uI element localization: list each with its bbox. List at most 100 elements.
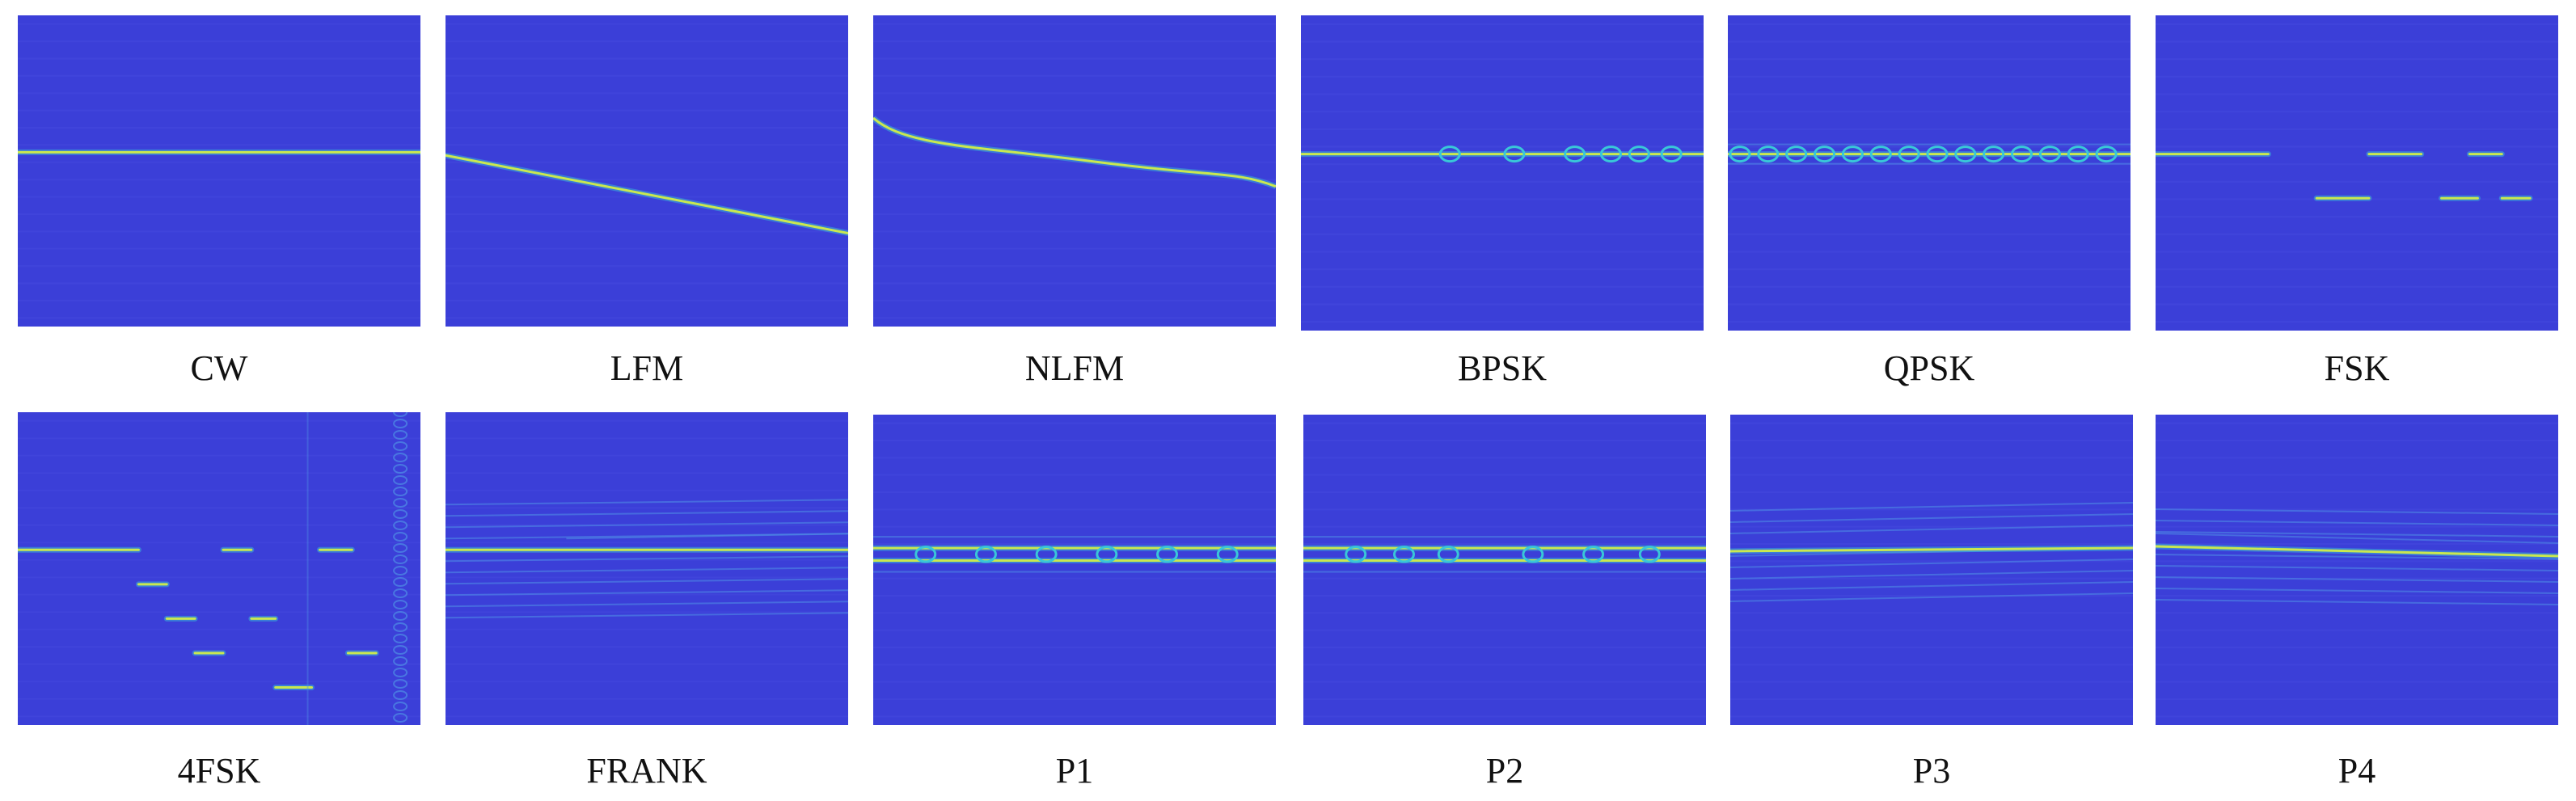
- phase-transition-mark: [1096, 546, 1118, 563]
- panel-label-frank: FRANK: [586, 751, 707, 790]
- cell-qpsk: QPSK: [1728, 15, 2130, 387]
- phase-transition-mark: [1785, 145, 1808, 163]
- phase-transition-mark: [1599, 145, 1622, 163]
- edge-artifact: [393, 622, 408, 632]
- edge-artifact: [393, 498, 408, 508]
- sideband-line: [1730, 580, 2133, 591]
- phase-transition-mark: [1564, 145, 1586, 163]
- edge-artifact: [393, 412, 408, 417]
- spectrogram-panel-nlfm: [873, 15, 1276, 327]
- cell-lfm: LFM: [446, 15, 848, 387]
- phase-transition-mark: [1345, 546, 1367, 563]
- edge-artifact: [393, 645, 408, 655]
- p4-trace: [2156, 545, 2558, 558]
- spectrogram-background: [1301, 15, 1704, 331]
- panel-label-p2: P2: [1485, 751, 1524, 790]
- edge-artifact: [393, 588, 408, 598]
- panel-label-qpsk: QPSK: [1883, 348, 1975, 388]
- spectrogram-p3: [1730, 415, 2133, 725]
- spectrogram-panel-p1: [873, 415, 1276, 725]
- sideband-line: [446, 499, 848, 506]
- sideband-line: [1730, 569, 2133, 580]
- edge-artifact: [393, 668, 408, 677]
- spectrogram-background: [1728, 15, 2130, 331]
- phase-transition-mark: [1954, 145, 1977, 163]
- phase-transition-mark: [1660, 145, 1683, 163]
- phase-transition-mark: [1841, 145, 1864, 163]
- phase-transition-mark: [1729, 145, 1751, 163]
- sideband-line: [2156, 564, 2558, 571]
- cell-cw: CW: [18, 15, 420, 387]
- sideband-line: [446, 510, 848, 517]
- phase-transition-mark: [914, 546, 937, 563]
- phase-transition-mark: [1582, 546, 1605, 563]
- edge-artifact: [393, 532, 408, 542]
- spectrogram-panel-lfm: [446, 15, 848, 327]
- spectrogram-lfm: [446, 15, 848, 327]
- edge-artifact: [393, 656, 408, 666]
- edge-artifact: [393, 509, 408, 519]
- sideband-line: [446, 612, 848, 619]
- sideband-line: [2156, 530, 2558, 538]
- phase-transition-mark: [1035, 546, 1058, 563]
- sideband-line: [2156, 519, 2558, 526]
- spectrogram-panel-fsk: [2156, 15, 2558, 331]
- edge-artifact: [393, 679, 408, 689]
- panel-label-cw: CW: [190, 348, 248, 388]
- phase-transition-mark: [2011, 145, 2033, 163]
- sideband-line: [566, 533, 848, 540]
- sideband-line: [2156, 553, 2558, 560]
- phase-transition-mark: [1156, 546, 1179, 563]
- phase-transition-mark: [1628, 145, 1650, 163]
- edge-artifact: [393, 713, 408, 723]
- sideband-line: [1730, 558, 2133, 568]
- phase-transition-mark: [1216, 546, 1239, 563]
- phase-transition-mark: [1438, 145, 1461, 163]
- edge-artifact: [393, 577, 408, 587]
- panel-label-nlfm: NLFM: [1024, 348, 1125, 388]
- edge-artifact: [393, 611, 408, 621]
- spectrogram-nlfm: [873, 15, 1276, 327]
- spectrogram-p2: [1303, 415, 1706, 725]
- nlfm-chirp: [873, 116, 1276, 188]
- panel-label-lfm: LFM: [610, 348, 684, 388]
- edge-artifact: [393, 475, 408, 485]
- sideband-line: [446, 555, 848, 563]
- edge-artifact: [393, 419, 408, 428]
- phase-transition-mark: [1814, 145, 1836, 163]
- phase-transition-mark: [1393, 546, 1415, 563]
- spectrogram-4fsk: [18, 412, 420, 725]
- spectrogram-panel-qpsk: [1728, 15, 2130, 331]
- panel-label-p1: P1: [1055, 751, 1094, 790]
- spectrogram-panel-4fsk: [18, 412, 420, 725]
- phase-transition-mark: [1869, 145, 1892, 163]
- edge-artifact: [393, 634, 408, 643]
- edge-artifact: [393, 441, 408, 451]
- sideband-line: [1730, 512, 2133, 523]
- cell-p3: P3: [1730, 415, 2133, 792]
- phase-transition-mark: [1757, 145, 1780, 163]
- phase-transition-mark: [1437, 546, 1459, 563]
- spectrogram-background: [18, 412, 420, 725]
- panel-label-fsk: FSK: [2324, 348, 2390, 388]
- edge-artifact: [393, 543, 408, 553]
- phase-transition-mark: [1638, 546, 1661, 563]
- panel-label-bpsk: BPSK: [1457, 348, 1548, 388]
- sideband-line: [2156, 598, 2558, 605]
- edge-artifact: [393, 702, 408, 711]
- spectrogram-panel-p4: [2156, 415, 2558, 725]
- cell-nlfm: NLFM: [873, 15, 1276, 387]
- sideband-line: [2156, 575, 2558, 583]
- spectrogram-bpsk: [1301, 15, 1704, 331]
- edge-artifact: [393, 487, 408, 496]
- spectrogram-p1: [873, 415, 1276, 725]
- sideband-line: [1730, 524, 2133, 534]
- spectrogram-qpsk: [1728, 15, 2130, 331]
- cell-4fsk: 4FSK: [18, 412, 420, 792]
- sideband-line: [1730, 592, 2133, 602]
- cell-p1: P1: [873, 415, 1276, 792]
- spectrogram-background: [2156, 15, 2558, 331]
- edge-artifact: [393, 430, 408, 440]
- sideband-line: [446, 578, 848, 585]
